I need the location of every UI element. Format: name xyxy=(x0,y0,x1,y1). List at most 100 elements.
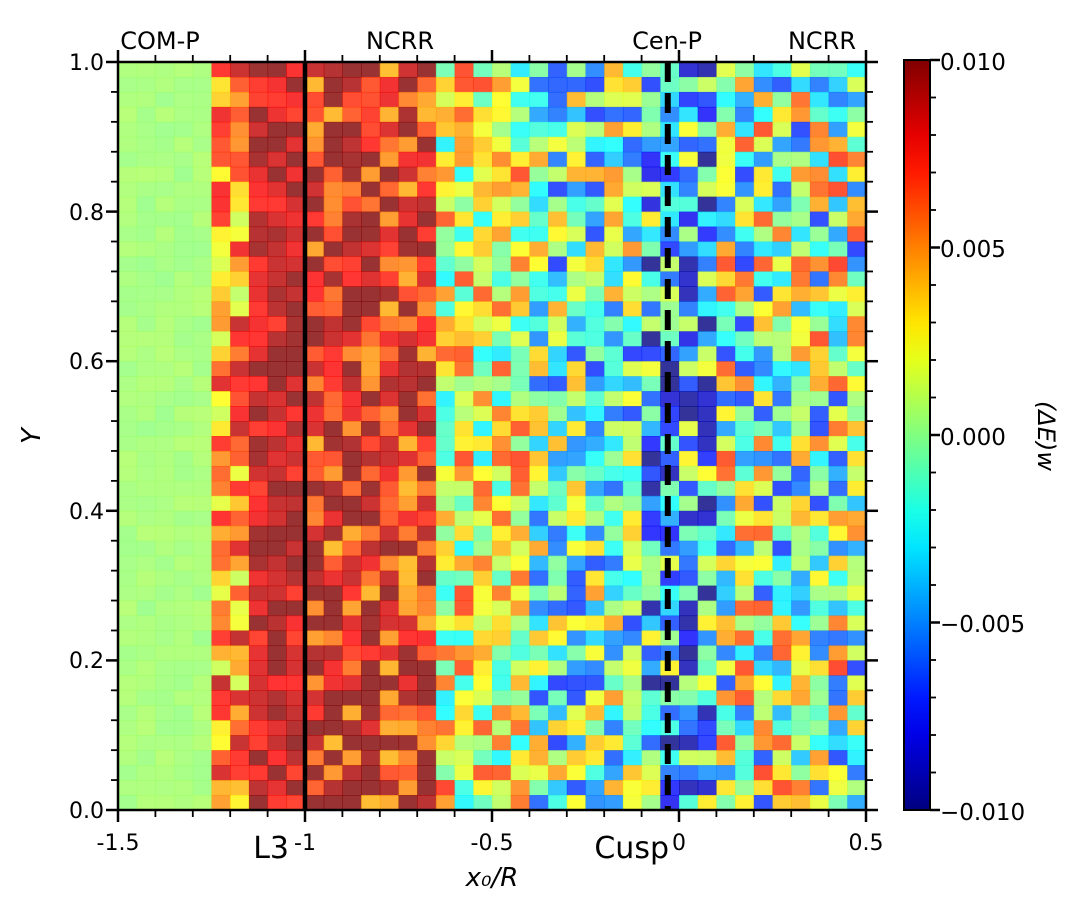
heatmap-cell xyxy=(361,585,381,602)
heatmap-cell xyxy=(230,660,250,676)
heatmap-cell xyxy=(529,600,549,617)
heatmap-cell xyxy=(716,436,736,452)
heatmap-cell xyxy=(230,735,250,751)
heatmap-cell xyxy=(753,62,774,78)
heatmap-cell xyxy=(118,750,138,766)
heatmap-cell xyxy=(342,585,362,602)
heatmap-cell xyxy=(735,331,755,347)
heatmap-cell xyxy=(454,196,474,213)
heatmap-cell xyxy=(305,570,325,587)
heatmap-cell xyxy=(753,211,774,228)
heatmap-cell xyxy=(361,181,381,198)
heatmap-cell xyxy=(697,555,717,572)
heatmap-cell xyxy=(379,480,400,497)
heatmap-cell xyxy=(847,361,866,377)
heatmap-cell xyxy=(473,555,493,572)
heatmap-cell xyxy=(361,286,381,302)
heatmap-cell xyxy=(305,166,325,183)
heatmap-cell xyxy=(267,480,287,497)
heatmap-cell xyxy=(604,555,624,572)
heatmap-cell xyxy=(417,166,437,183)
heatmap-cell xyxy=(809,570,830,587)
heatmap-cell xyxy=(248,675,269,691)
heatmap-cell xyxy=(174,181,194,198)
heatmap-cell xyxy=(248,436,269,452)
heatmap-cell xyxy=(566,226,587,243)
heatmap-cell xyxy=(136,480,156,497)
heatmap-cell xyxy=(548,540,568,557)
heatmap-cell xyxy=(305,750,325,766)
heatmap-cell xyxy=(585,406,605,422)
heatmap-cell xyxy=(492,316,512,332)
heatmap-cell xyxy=(716,540,736,557)
heatmap-cell xyxy=(510,675,530,691)
heatmap-cell xyxy=(118,600,138,617)
heatmap-cell xyxy=(473,480,493,497)
heatmap-cell xyxy=(361,600,381,617)
heatmap-cell xyxy=(641,555,661,572)
heatmap-cell xyxy=(136,450,156,467)
heatmap-cell xyxy=(192,361,213,377)
heatmap-cell xyxy=(847,720,866,736)
heatmap-cell xyxy=(398,465,418,482)
heatmap-cell xyxy=(809,241,830,258)
heatmap-cell xyxy=(379,421,400,437)
heatmap-cell xyxy=(753,361,774,377)
heatmap-cell xyxy=(772,211,792,228)
heatmap-cell xyxy=(679,62,699,78)
heatmap-cell xyxy=(398,570,418,587)
heatmap-cell xyxy=(248,346,269,362)
heatmap-cell xyxy=(192,465,213,482)
heatmap-cell xyxy=(136,750,156,766)
heatmap-cell xyxy=(136,765,156,781)
heatmap-cell xyxy=(529,585,549,602)
heatmap-cell xyxy=(548,76,568,93)
heatmap-cell xyxy=(679,510,699,527)
heatmap-cell xyxy=(735,720,755,736)
heatmap-cell xyxy=(847,600,866,617)
heatmap-cell xyxy=(492,241,512,258)
heatmap-cell xyxy=(267,376,287,392)
heatmap-cell xyxy=(248,406,269,422)
heatmap-cell xyxy=(828,271,848,287)
heatmap-cell xyxy=(510,645,530,661)
heatmap-cell xyxy=(379,181,400,198)
heatmap-cell xyxy=(248,540,269,557)
heatmap-cell xyxy=(510,540,530,557)
heatmap-cell xyxy=(211,241,231,258)
heatmap-cell xyxy=(305,765,325,781)
heatmap-cell xyxy=(753,540,774,557)
heatmap-cell xyxy=(118,376,138,392)
heatmap-cell xyxy=(641,690,661,706)
heatmap-cell xyxy=(566,136,587,153)
heatmap-cell xyxy=(772,301,792,317)
heatmap-cell xyxy=(286,226,306,243)
heatmap-cell xyxy=(548,62,568,78)
heatmap-cell xyxy=(136,780,156,796)
heatmap-cell xyxy=(697,780,717,796)
heatmap-cell xyxy=(454,286,474,302)
heatmap-cell xyxy=(342,256,362,273)
heatmap-cell xyxy=(679,421,699,437)
heatmap-cell xyxy=(118,151,138,168)
heatmap-cell xyxy=(622,450,643,467)
heatmap-cell xyxy=(286,555,306,572)
heatmap-cell xyxy=(267,361,287,377)
heatmap-cell xyxy=(361,675,381,691)
heatmap-cell xyxy=(753,106,774,123)
heatmap-cell xyxy=(361,196,381,213)
heatmap-cell xyxy=(548,256,568,273)
heatmap-cell xyxy=(735,735,755,751)
heatmap-cell xyxy=(828,600,848,617)
heatmap-cell xyxy=(379,256,400,273)
heatmap-cell xyxy=(566,62,587,78)
heatmap-cell xyxy=(622,525,643,542)
heatmap-cell xyxy=(211,630,231,647)
heatmap-cell xyxy=(323,735,343,751)
heatmap-cell xyxy=(305,181,325,198)
heatmap-cell xyxy=(622,271,643,287)
heatmap-cell xyxy=(492,510,512,527)
heatmap-cell xyxy=(716,750,736,766)
heatmap-cell xyxy=(267,645,287,661)
heatmap-cell xyxy=(772,226,792,243)
